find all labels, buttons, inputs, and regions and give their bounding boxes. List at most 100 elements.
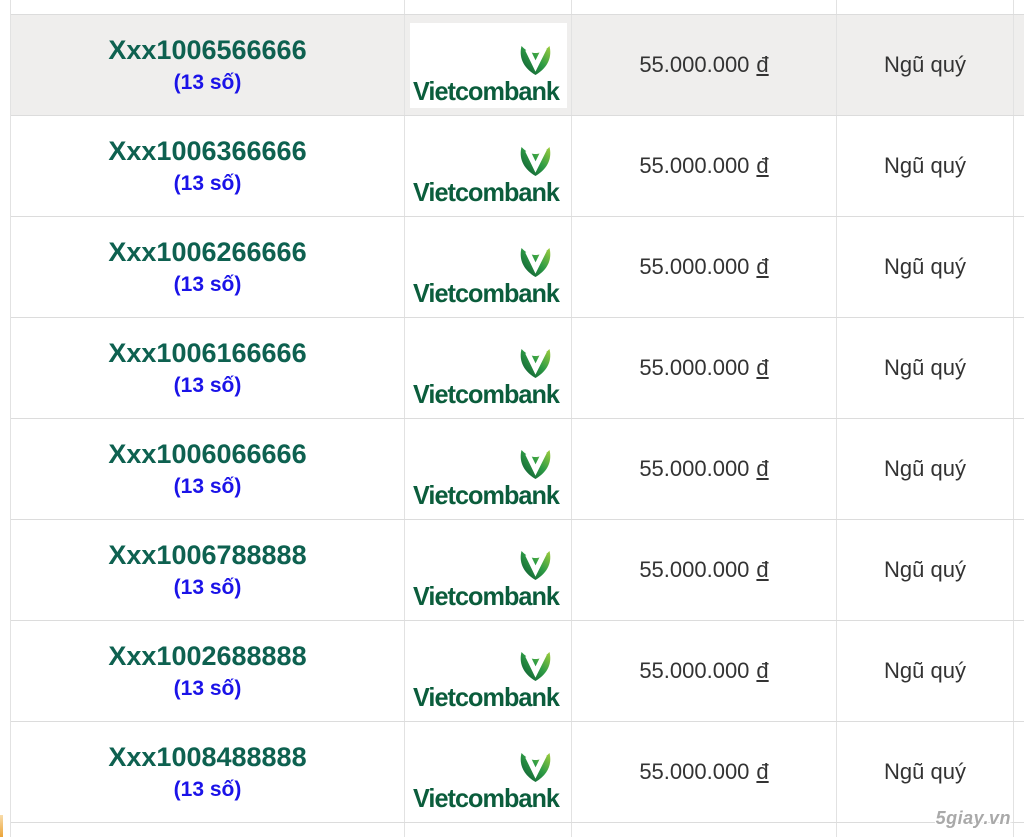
sim-number-cell[interactable]: Xxx1006166666 (13 số)	[11, 318, 405, 418]
vietcombank-logo-svg: Vietcombank	[413, 146, 561, 205]
price-amount: 55.000.000	[639, 557, 750, 582]
sim-digit-count[interactable]: (13 số)	[173, 676, 242, 700]
overflow-cell	[1014, 15, 1024, 115]
bank-logo-cell: Vietcombank	[405, 419, 572, 519]
sim-number-cell[interactable]: Xxx1006788888 (13 số)	[11, 520, 405, 620]
overflow-cell	[1014, 217, 1024, 317]
vietcombank-logo: Vietcombank	[409, 729, 567, 815]
category-cell: Ngũ quý	[837, 621, 1014, 721]
sim-digit-count[interactable]: (13 số)	[173, 575, 242, 599]
v-shield-icon	[520, 247, 551, 277]
price-cell: 55.000.000 đ	[572, 318, 837, 418]
price-text: 55.000.000 đ	[639, 153, 768, 179]
bank-logo-cell: Vietcombank	[405, 722, 572, 822]
price-text: 55.000.000 đ	[639, 52, 768, 78]
sim-digit-count[interactable]: (13 số)	[173, 474, 242, 498]
sim-number-cell[interactable]: Xxx1002688888 (13 số)	[11, 621, 405, 721]
table-row: Xxx1002688888 (13 số)	[11, 621, 1024, 722]
overflow-cell	[1014, 318, 1024, 418]
category-label: Ngũ quý	[884, 759, 966, 784]
sim-number-cell[interactable]: Xxx1006266666 (13 số)	[11, 217, 405, 317]
sim-number-link[interactable]: Xxx1006566666	[108, 35, 307, 66]
price-text: 55.000.000 đ	[639, 658, 768, 684]
table-row: Xxx1006166666 (13 số)	[11, 318, 1024, 419]
price-amount: 55.000.000	[639, 52, 750, 77]
price-cell: 55.000.000 đ	[572, 15, 837, 115]
table-row: Xxx1006788888 (13 số)	[11, 520, 1024, 621]
watermark: 5giay.vn	[935, 808, 1011, 828]
price-text: 55.000.000 đ	[639, 456, 768, 482]
vietcombank-logo-svg: Vietcombank	[413, 247, 561, 306]
vietcombank-logo-svg: Vietcombank	[413, 651, 561, 710]
bank-logo-cell: Vietcombank	[405, 318, 572, 418]
vietcombank-wordmark: Vietcombank	[413, 379, 560, 407]
category-cell: Ngũ quý	[837, 520, 1014, 620]
vietcombank-logo: Vietcombank	[409, 527, 567, 613]
price-text: 55.000.000 đ	[639, 759, 768, 785]
sim-number-link[interactable]: Xxx1006166666	[108, 338, 307, 369]
vietcombank-logo: Vietcombank	[409, 628, 567, 714]
vietcombank-wordmark: Vietcombank	[413, 581, 560, 609]
sim-digit-count[interactable]: (13 số)	[173, 777, 242, 801]
overflow-cell	[1014, 722, 1024, 822]
price-text: 55.000.000 đ	[639, 557, 768, 583]
table-row: Xxx1006366666 (13 số)	[11, 116, 1024, 217]
sim-digit-count[interactable]: (13 số)	[173, 272, 242, 296]
price-amount: 55.000.000	[639, 759, 750, 784]
price-cell: 55.000.000 đ	[572, 419, 837, 519]
sim-number-link[interactable]: Xxx1006366666	[108, 136, 307, 167]
vietcombank-logo: Vietcombank	[409, 224, 567, 310]
bank-logo-cell: Vietcombank	[405, 520, 572, 620]
category-label: Ngũ quý	[884, 52, 966, 77]
category-label: Ngũ quý	[884, 254, 966, 279]
sim-number-cell[interactable]: Xxx1008488888 (13 số)	[11, 722, 405, 822]
sim-number-link[interactable]: Xxx1006788888	[108, 540, 307, 571]
sim-number-link[interactable]: Xxx1006266666	[108, 237, 307, 268]
v-shield-icon	[520, 449, 551, 479]
vietcombank-wordmark: Vietcombank	[413, 177, 560, 205]
vietcombank-logo: Vietcombank	[409, 325, 567, 411]
vietcombank-logo-svg: Vietcombank	[413, 550, 561, 609]
vietcombank-logo: Vietcombank	[409, 22, 567, 108]
vietcombank-logo-svg: Vietcombank	[413, 348, 561, 407]
vietcombank-logo-svg: Vietcombank	[413, 449, 561, 508]
vietcombank-logo: Vietcombank	[409, 123, 567, 209]
vietcombank-wordmark: Vietcombank	[413, 278, 560, 306]
vietcombank-logo-svg: Vietcombank	[413, 752, 561, 811]
category-cell: Ngũ quý	[837, 419, 1014, 519]
table-row-partial-bottom	[11, 823, 1024, 837]
sim-number-cell[interactable]: Xxx1006066666 (13 số)	[11, 419, 405, 519]
price-cell: 55.000.000 đ	[572, 722, 837, 822]
currency-symbol: đ	[756, 52, 769, 77]
sim-number-link[interactable]: Xxx1006066666	[108, 439, 307, 470]
bank-logo-cell: Vietcombank	[405, 116, 572, 216]
sim-digit-count[interactable]: (13 số)	[173, 171, 242, 195]
price-text: 55.000.000 đ	[639, 355, 768, 381]
currency-symbol: đ	[756, 658, 769, 683]
sim-digit-count[interactable]: (13 số)	[173, 373, 242, 397]
price-amount: 55.000.000	[639, 254, 750, 279]
vietcombank-logo: Vietcombank	[409, 426, 567, 512]
price-amount: 55.000.000	[639, 658, 750, 683]
vietcombank-wordmark: Vietcombank	[413, 480, 560, 508]
sim-number-cell[interactable]: Xxx1006566666 (13 số)	[11, 15, 405, 115]
price-cell: 55.000.000 đ	[572, 520, 837, 620]
category-label: Ngũ quý	[884, 456, 966, 481]
price-amount: 55.000.000	[639, 355, 750, 380]
sim-number-cell[interactable]: Xxx1006366666 (13 số)	[11, 116, 405, 216]
v-shield-icon	[520, 550, 551, 580]
vietcombank-logo-svg: Vietcombank	[413, 45, 561, 104]
table-row: Xxx1006066666 (13 số)	[11, 419, 1024, 520]
currency-symbol: đ	[756, 153, 769, 178]
price-text: 55.000.000 đ	[639, 254, 768, 280]
currency-symbol: đ	[756, 355, 769, 380]
sim-number-link[interactable]: Xxx1002688888	[108, 641, 307, 672]
sim-digit-count[interactable]: (13 số)	[173, 70, 242, 94]
bank-logo-cell: Vietcombank	[405, 217, 572, 317]
v-shield-icon	[520, 752, 551, 782]
category-label: Ngũ quý	[884, 658, 966, 683]
sim-number-link[interactable]: Xxx1008488888	[108, 742, 307, 773]
category-cell: Ngũ quý	[837, 116, 1014, 216]
table-row: Xxx1006266666 (13 số)	[11, 217, 1024, 318]
price-cell: 55.000.000 đ	[572, 217, 837, 317]
